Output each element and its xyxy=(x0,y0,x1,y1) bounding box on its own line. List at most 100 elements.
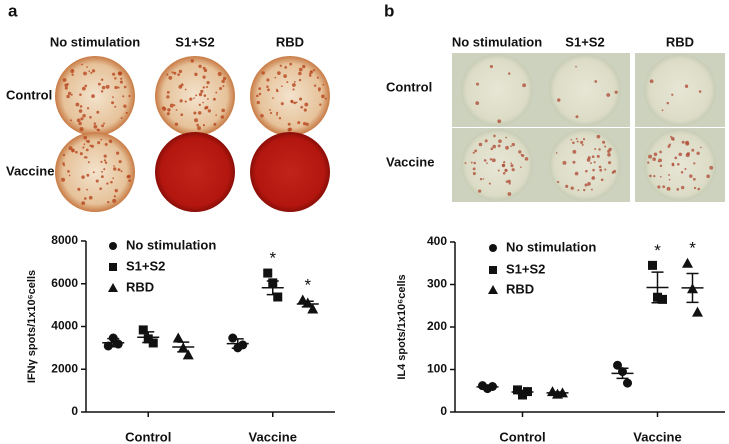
spot xyxy=(93,122,97,125)
spot xyxy=(184,88,187,91)
point xyxy=(518,390,527,400)
spot xyxy=(167,108,171,112)
spot xyxy=(290,99,294,103)
spot xyxy=(93,124,98,129)
spot xyxy=(698,90,702,93)
spot xyxy=(81,201,86,206)
spot xyxy=(310,70,313,73)
spot xyxy=(298,67,303,72)
spot xyxy=(689,174,693,178)
spot xyxy=(594,80,598,83)
spot xyxy=(112,198,117,203)
spot xyxy=(103,168,106,171)
error-bar xyxy=(481,385,494,389)
spot xyxy=(166,95,170,99)
spot xyxy=(260,114,264,118)
spot xyxy=(319,103,322,106)
spot xyxy=(484,139,488,143)
spot xyxy=(521,154,525,158)
well xyxy=(549,54,621,126)
spot xyxy=(96,128,99,131)
spot xyxy=(594,148,597,150)
spot xyxy=(76,118,81,123)
spot xyxy=(276,111,279,114)
spot xyxy=(600,178,604,182)
point xyxy=(228,333,238,343)
spot xyxy=(83,156,87,159)
spot xyxy=(522,83,527,88)
spot xyxy=(198,103,201,106)
spot xyxy=(162,106,166,110)
spot xyxy=(464,162,467,165)
spot xyxy=(576,140,579,143)
spot xyxy=(510,164,514,168)
spot xyxy=(483,159,487,162)
x-tick-label: Control xyxy=(125,429,171,444)
spot xyxy=(221,79,225,84)
well xyxy=(55,56,135,136)
spot xyxy=(98,82,101,86)
significance: * xyxy=(654,241,661,260)
spot xyxy=(194,72,198,77)
spot xyxy=(596,134,601,139)
row-label: Control xyxy=(386,79,432,94)
spot xyxy=(685,153,690,158)
spot xyxy=(298,71,302,76)
spot xyxy=(518,150,522,154)
spot xyxy=(258,92,262,96)
point xyxy=(682,257,693,268)
spot xyxy=(313,84,317,87)
spot xyxy=(123,104,127,108)
spot xyxy=(557,98,561,102)
spot xyxy=(298,78,302,82)
spot xyxy=(611,171,615,174)
spot xyxy=(108,139,113,144)
spot xyxy=(166,112,170,116)
spot xyxy=(86,173,90,177)
well xyxy=(644,54,716,126)
error-bar xyxy=(107,337,120,348)
point xyxy=(692,306,703,317)
spot xyxy=(212,97,216,101)
spot xyxy=(81,175,85,179)
point xyxy=(238,340,248,350)
spot xyxy=(693,162,696,165)
spot xyxy=(681,140,685,144)
x-tick-label: Vaccine xyxy=(249,429,297,444)
spot xyxy=(572,149,577,154)
spot xyxy=(472,167,476,171)
spot xyxy=(565,184,569,188)
spot xyxy=(472,171,476,176)
error-bar xyxy=(686,272,699,304)
spot xyxy=(83,197,87,200)
spot xyxy=(220,115,225,119)
spot xyxy=(668,178,671,181)
spot xyxy=(120,77,123,80)
spot xyxy=(203,94,207,97)
spot xyxy=(86,139,90,144)
spot xyxy=(174,122,179,126)
column-label: RBD xyxy=(666,34,694,49)
error-bar xyxy=(651,271,664,304)
spot xyxy=(112,72,116,76)
spot xyxy=(119,80,123,84)
spot xyxy=(89,115,92,119)
spot xyxy=(276,113,278,116)
spot xyxy=(510,162,513,165)
spot xyxy=(657,160,660,163)
spot xyxy=(593,161,596,164)
spot xyxy=(100,138,103,141)
spot xyxy=(202,75,206,79)
spot xyxy=(120,170,123,173)
spot xyxy=(202,86,205,89)
spot xyxy=(122,95,125,98)
y-tick-label: 300 xyxy=(427,277,447,291)
spot xyxy=(168,76,173,80)
spot xyxy=(82,113,86,118)
spot xyxy=(279,64,282,67)
significance: * xyxy=(689,239,696,258)
point xyxy=(658,294,667,304)
spot xyxy=(222,85,225,88)
spot xyxy=(510,145,512,147)
